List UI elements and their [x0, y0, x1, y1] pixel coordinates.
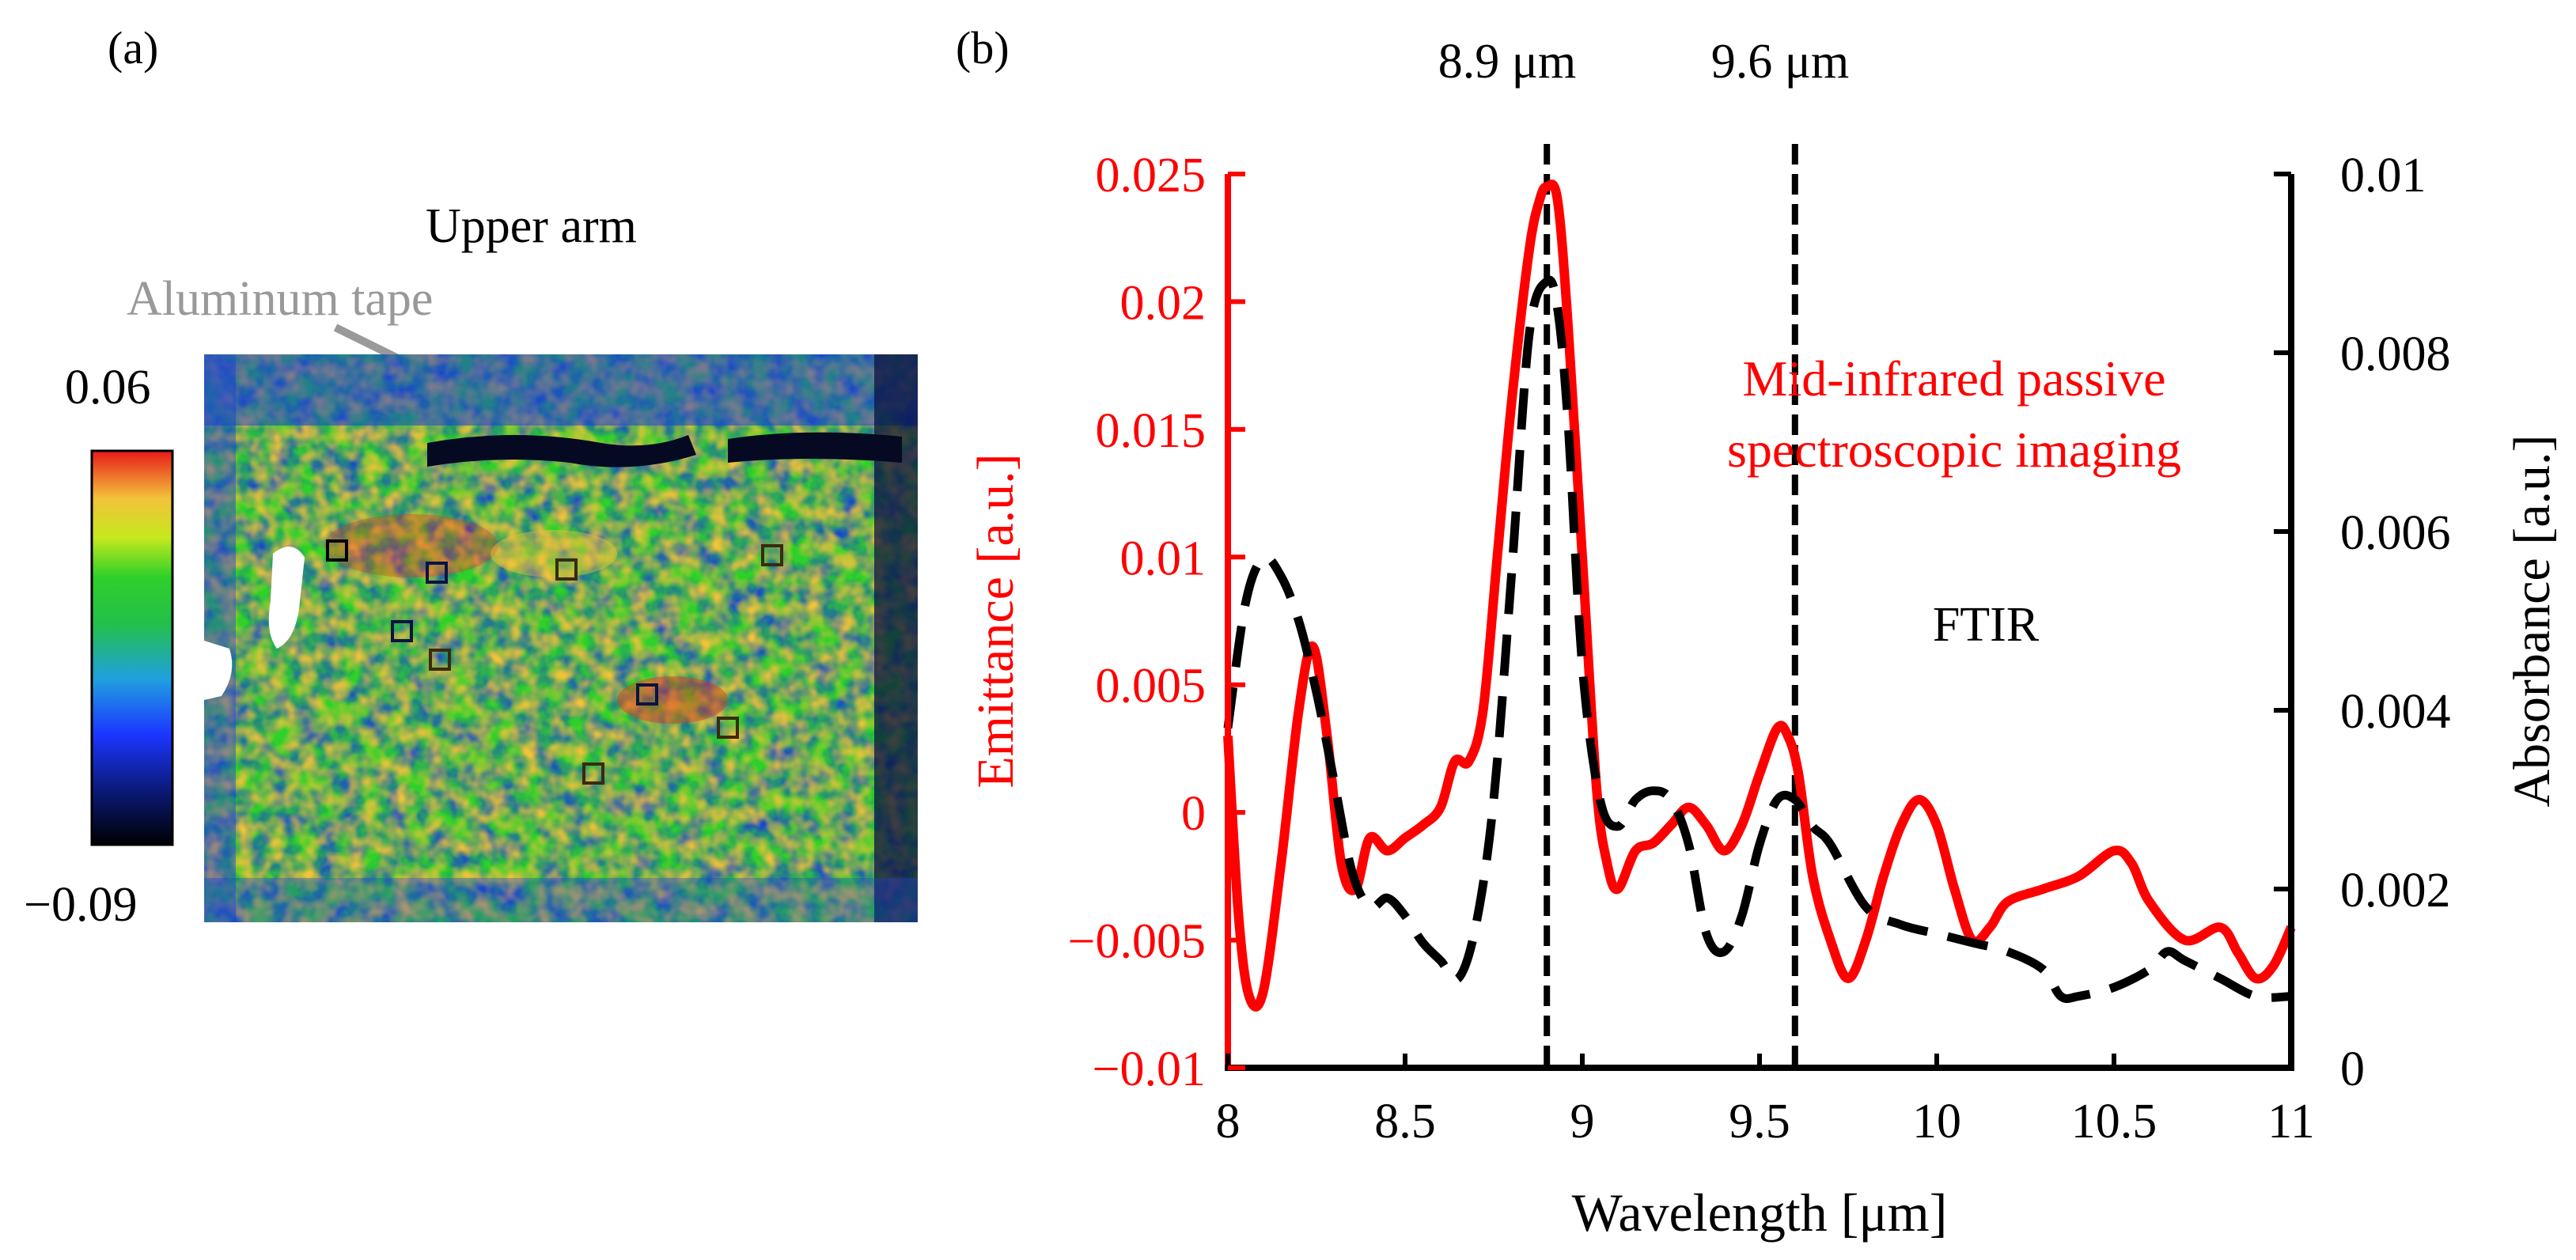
colorbar: 0.06 −0.09	[24, 361, 174, 932]
right-tick-label: 0.008	[2340, 327, 2451, 381]
x-tick-label: 9	[1570, 1095, 1595, 1148]
annotation-ftir: FTIR	[1933, 598, 2040, 652]
roi-marker	[717, 717, 739, 739]
left-tick-label: −0.005	[1068, 915, 1206, 969]
x-axis-title: Wavelength [μm]	[1572, 1182, 1948, 1243]
annotation-red-line-2: spectroscopic imaging	[1727, 422, 2181, 478]
right-tick-label: 0.002	[2340, 864, 2451, 918]
warm-patch-2	[617, 676, 728, 724]
roi-marker	[326, 539, 348, 562]
roi-marker	[555, 558, 578, 581]
colorbar-max-label: 0.06	[65, 361, 151, 414]
roi-marker	[636, 683, 658, 706]
x-tick-label: 10.5	[2071, 1095, 2157, 1148]
annotation-red-line-1: Mid-infrared passive	[1743, 350, 2166, 407]
aluminum-tape-label: Aluminum tape	[127, 272, 433, 326]
left-axis-title: Emittance [a.u.]	[967, 453, 1025, 788]
panel-a-label: (a)	[108, 22, 158, 74]
map-bottom-edge	[204, 878, 918, 922]
hot-spot-left	[268, 547, 305, 649]
panel-a: (a) Upper arm Aluminum tape	[24, 22, 918, 932]
colorbar-gradient	[90, 449, 174, 846]
roi-marker	[761, 544, 783, 566]
right-axis-title: Absorbance [a.u.]	[2503, 435, 2561, 808]
left-tick-label: 0.025	[1096, 149, 1207, 202]
emittance-series-line	[1223, 180, 2296, 1012]
left-tick-label: 0.015	[1096, 404, 1207, 458]
roi-markers	[326, 539, 783, 785]
roi-marker	[429, 649, 451, 671]
map-top-edge	[204, 354, 918, 426]
left-tick-label: 0.02	[1120, 276, 1207, 330]
left-tick-label: 0.005	[1096, 660, 1207, 713]
map-left-edge	[204, 354, 236, 922]
x-tick-label: 9.5	[1729, 1095, 1790, 1148]
right-tick-label: 0.01	[2340, 149, 2426, 202]
x-tick-label: 8	[1216, 1095, 1241, 1148]
aluminum-tape-band-right	[728, 432, 902, 463]
x-tick-label: 11	[2267, 1095, 2315, 1148]
roi-marker	[426, 562, 448, 584]
panel-b-label: (b)	[956, 22, 1010, 74]
left-tick-label: 0.01	[1120, 532, 1207, 585]
warm-patch-1	[324, 514, 498, 577]
panel-b: (b) 8.9 μm 9.6 μm 8 8.5 9 9.5 10 10.5 11 −0.01 −…	[956, 22, 2561, 1243]
aluminum-tape-band	[427, 435, 696, 467]
right-tick-label: 0.006	[2340, 506, 2451, 560]
spectrum-plot: 8 8.5 9 9.5 10 10.5 11 −0.01 −0.005 0 0.005 0.01 0.0…	[967, 144, 2561, 1243]
roi-marker	[391, 620, 413, 642]
left-tick-label: −0.01	[1093, 1042, 1206, 1096]
thermal-map	[204, 354, 918, 922]
marker-label-9-6: 9.6 μm	[1711, 35, 1849, 89]
colorbar-min-label: −0.09	[24, 878, 137, 932]
hot-spot-edge	[204, 641, 233, 700]
x-tick-label: 10	[1912, 1095, 1961, 1148]
roi-marker	[582, 762, 604, 785]
left-tick-label: 0	[1181, 787, 1206, 841]
absorbance-series-line	[1223, 275, 2292, 1004]
x-tick-label: 8.5	[1374, 1095, 1436, 1148]
marker-label-8-9: 8.9 μm	[1438, 35, 1576, 89]
upper-arm-label: Upper arm	[426, 199, 637, 253]
right-tick-label: 0	[2340, 1042, 2365, 1096]
warm-patch-3	[491, 530, 617, 577]
right-tick-label: 0.004	[2340, 685, 2451, 739]
